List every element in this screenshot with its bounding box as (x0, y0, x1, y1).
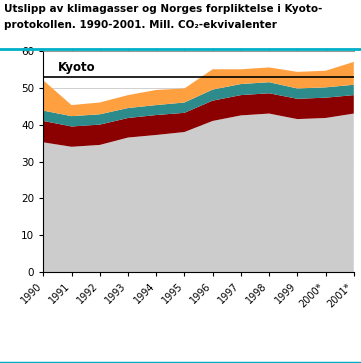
Text: Utslipp av klimagasser og Norges forpliktelse i Kyoto-: Utslipp av klimagasser og Norges forplik… (4, 4, 322, 14)
Text: Kyoto: Kyoto (57, 61, 95, 74)
Text: protokollen. 1990-2001. Mill. CO₂-ekvivalenter: protokollen. 1990-2001. Mill. CO₂-ekviva… (4, 20, 277, 30)
